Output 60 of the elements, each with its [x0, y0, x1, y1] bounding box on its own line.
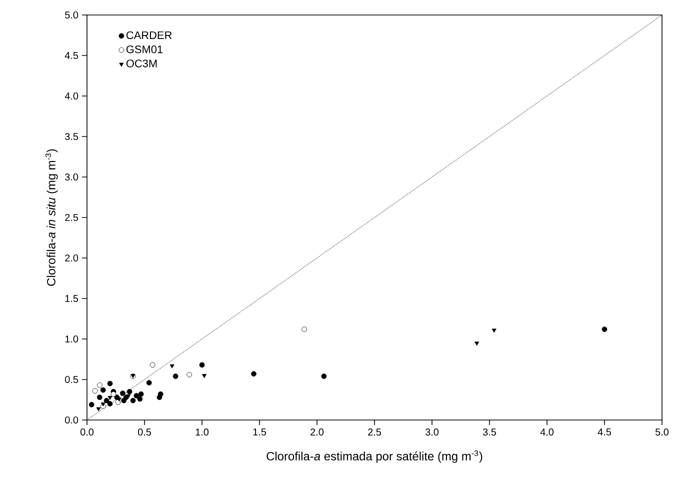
- y-tick-label: 2.5: [65, 214, 78, 222]
- x-tick-label: 2.5: [368, 428, 382, 436]
- point: [199, 362, 205, 368]
- legend-label: CARDER: [126, 31, 172, 40]
- x-tick-label: 0.0: [80, 428, 94, 436]
- point: [158, 391, 164, 397]
- point: [96, 407, 101, 412]
- point: [108, 396, 112, 400]
- x-tick-label: 3.0: [425, 428, 439, 436]
- x-tick-label: 1.5: [253, 428, 266, 436]
- point: [150, 362, 156, 368]
- point: [96, 394, 102, 400]
- point: [126, 388, 132, 394]
- point: [492, 328, 496, 333]
- point: [137, 396, 143, 402]
- point: [92, 388, 98, 394]
- point: [321, 374, 327, 379]
- y-tick-label: 0.5: [65, 376, 78, 384]
- point: [170, 364, 174, 368]
- x-tick-label: 5.0: [655, 428, 669, 436]
- x-tick-label: 0.5: [138, 428, 152, 436]
- point: [602, 326, 608, 332]
- y-tick-label: 4.5: [64, 52, 78, 59]
- y-tick-label: 3.0: [65, 173, 78, 181]
- y-tick-label: 4.0: [64, 92, 78, 100]
- point: [146, 380, 152, 386]
- point: [474, 342, 480, 346]
- point: [88, 402, 94, 408]
- y-axis-title: Clorofila-a in situ (mg m$^{-3}$): [45, 149, 58, 286]
- point: [107, 380, 113, 386]
- legend-label: OC3M: [126, 60, 157, 68]
- point: [172, 374, 178, 379]
- y-tick-label: 1.0: [65, 335, 78, 343]
- point: [107, 401, 113, 406]
- x-tick-label: 2.0: [310, 428, 324, 436]
- point: [202, 374, 207, 378]
- point: [96, 382, 102, 388]
- point: [100, 402, 106, 406]
- y-tick-label: 2.0: [65, 254, 78, 262]
- point: [302, 326, 308, 332]
- point: [126, 394, 131, 398]
- point: [251, 371, 256, 377]
- legend-label: GSM01: [126, 45, 163, 54]
- point: [134, 393, 140, 398]
- point: [138, 391, 144, 397]
- point: [120, 390, 126, 396]
- y-tick-label: 1.5: [65, 295, 78, 302]
- x-tick-label: 4.0: [540, 428, 554, 436]
- point: [130, 398, 136, 404]
- x-tick-label: 4.5: [598, 428, 612, 436]
- point: [186, 372, 192, 378]
- point: [110, 391, 116, 397]
- x-tick-label: 3.5: [482, 428, 496, 436]
- y-tick-label: 5.0: [65, 11, 78, 19]
- point: [100, 387, 106, 393]
- x-tick-label: 1.0: [196, 428, 209, 436]
- point: [104, 398, 110, 404]
- y-tick-label: 3.5: [65, 132, 78, 140]
- x-axis-title: Clorofila-a estimada por satélite (mg m$^{-3}$): [266, 450, 482, 463]
- y-tick-label: 0.0: [65, 416, 78, 424]
